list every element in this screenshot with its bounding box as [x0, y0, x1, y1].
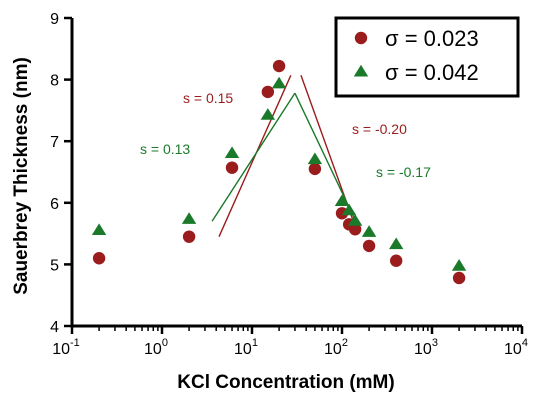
y-tick-label: 9: [50, 11, 59, 28]
y-tick-label: 7: [50, 134, 59, 151]
legend-marker-triangle: [353, 64, 369, 77]
x-tick-exponent: -1: [70, 337, 80, 349]
legend-box: [334, 16, 520, 98]
data-points: [91, 59, 467, 285]
point-triangle: [224, 146, 240, 158]
point-triangle: [347, 214, 363, 226]
point-circle: [362, 239, 376, 253]
x-tick-base: 10: [52, 341, 70, 358]
slope-label: s = -0.17: [376, 164, 431, 180]
point-circle: [389, 254, 403, 267]
fit-line: [211, 92, 296, 222]
point-triangle: [334, 194, 350, 207]
y-tick-label: 6: [50, 196, 59, 213]
y-tick-label: 8: [50, 73, 59, 90]
y-tick-label: 4: [50, 319, 59, 336]
x-tick-base: 10: [234, 341, 252, 358]
point-triangle: [91, 223, 107, 235]
slope-label: s = -0.20: [352, 121, 407, 137]
point-circle: [452, 271, 466, 285]
x-tick-base: 10: [144, 341, 162, 358]
x-tick-base: 10: [504, 341, 522, 358]
point-circle: [225, 161, 239, 174]
point-circle: [348, 223, 362, 236]
y-axis-title: Sauerbrey Thickness (nm): [11, 57, 32, 295]
x-axis-title: KCl Concentration (mM): [177, 372, 394, 393]
point-triangle: [341, 203, 357, 216]
x-tick-label: 103: [414, 337, 438, 358]
point-circle: [92, 252, 106, 265]
point-triangle: [271, 76, 287, 89]
fit-line: [294, 92, 356, 221]
x-tick-label: 10-1: [52, 337, 80, 358]
point-triangle: [388, 237, 404, 250]
slope-label: s = 0.13: [140, 141, 190, 157]
point-circle: [261, 85, 275, 99]
legend-entry: σ = 0.042: [385, 60, 479, 85]
slope-annotations: s = 0.15 s = -0.20 s = 0.13 s = -0.17: [140, 90, 431, 180]
legend: σ = 0.023 σ = 0.042: [334, 16, 520, 98]
point-triangle: [307, 152, 323, 165]
legend-entry: σ = 0.023: [385, 26, 479, 51]
point-circle: [308, 162, 322, 176]
point-triangle: [181, 212, 197, 224]
point-circle: [272, 59, 286, 73]
point-triangle: [361, 225, 377, 237]
x-tick-base: 10: [414, 341, 432, 358]
point-triangle: [451, 259, 467, 271]
x-tick-base: 10: [324, 341, 342, 358]
legend-marker-circle: [354, 31, 368, 45]
y-tick-label: 5: [50, 257, 59, 274]
x-tick-exponent: 1: [252, 337, 258, 349]
slope-label: s = 0.15: [183, 90, 233, 106]
point-triangle: [260, 108, 276, 120]
x-tick-exponent: 0: [162, 337, 168, 349]
plot-frame: [70, 18, 522, 328]
x-tick-label: 101: [234, 337, 258, 358]
x-tick-label: 104: [504, 337, 528, 358]
x-tick-label: 102: [324, 337, 348, 358]
point-circle: [182, 230, 196, 243]
x-tick-exponent: 3: [432, 337, 438, 349]
x-tick-label: 100: [144, 337, 168, 358]
x-tick-exponent: 4: [522, 337, 528, 349]
x-tick-exponent: 2: [342, 337, 348, 349]
